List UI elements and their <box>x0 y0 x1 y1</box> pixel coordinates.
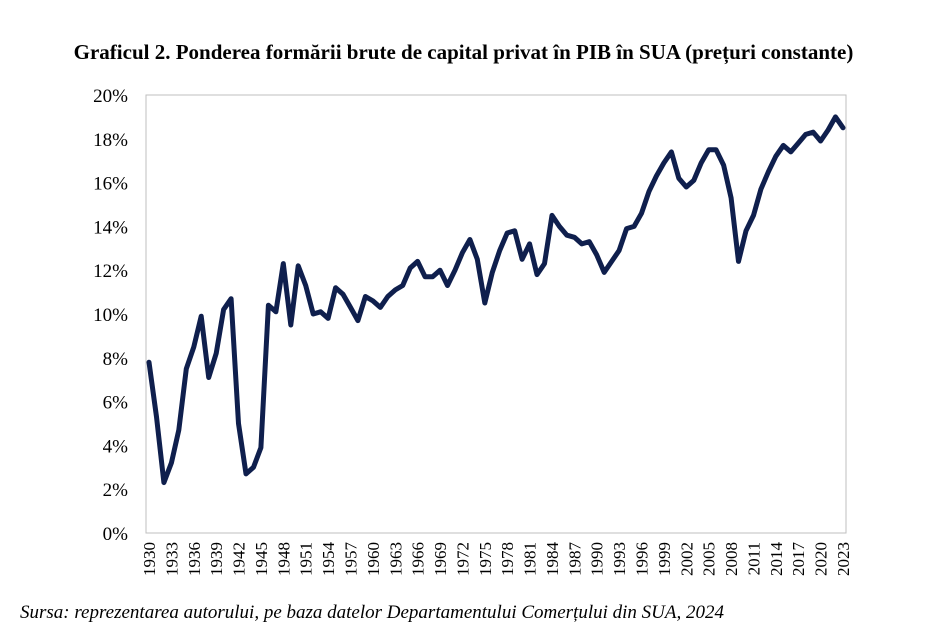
x-axis-tick-labels: 1930 1933 1936 1939 1942 1945 1948 1951 1954 1957… <box>140 542 853 577</box>
x-tick-label: 1930 <box>140 542 159 576</box>
x-tick-label: 1993 <box>610 542 629 576</box>
x-tick-label: 2008 <box>722 542 741 576</box>
series-line <box>146 114 846 486</box>
y-tick-label: 12% <box>93 261 128 282</box>
series-group <box>146 114 846 486</box>
x-tick-label: 1957 <box>341 542 360 577</box>
y-tick-label: 2% <box>103 480 129 501</box>
x-tick-label: 1996 <box>633 542 652 576</box>
x-tick-label: 2011 <box>744 542 763 575</box>
x-tick-label: 1966 <box>409 542 428 576</box>
y-tick-label: 20% <box>93 86 128 107</box>
x-tick-label: 2005 <box>700 542 719 576</box>
x-tick-label: 1948 <box>274 542 293 576</box>
x-tick-label: 1981 <box>521 542 540 576</box>
x-tick-label: 1942 <box>230 542 249 576</box>
x-tick-label: 1963 <box>386 542 405 576</box>
x-tick-label: 1978 <box>498 542 517 576</box>
plot-area-frame <box>145 94 847 534</box>
y-tick-label: 0% <box>103 524 129 545</box>
y-tick-label: 14% <box>93 217 128 238</box>
source-note: Sursa: reprezentarea autorului, pe baza … <box>20 602 725 623</box>
x-tick-label: 1969 <box>431 542 450 576</box>
x-tick-label: 1951 <box>297 542 316 576</box>
x-tick-label: 2014 <box>767 542 786 577</box>
y-tick-label: 18% <box>93 130 128 151</box>
x-tick-label: 1999 <box>655 542 674 576</box>
x-tick-label: 2002 <box>677 542 696 576</box>
y-tick-label: 10% <box>93 305 128 326</box>
x-tick-label: 1936 <box>185 542 204 576</box>
x-tick-label: 1987 <box>565 542 584 577</box>
line-chart: 0%2%4%6%8%10%12%14%16%18%20% 1930 1933 193… <box>93 86 853 577</box>
x-tick-label: 1960 <box>364 542 383 576</box>
x-tick-label: 1933 <box>162 542 181 576</box>
x-tick-label: 1972 <box>453 542 472 576</box>
x-tick-label: 2023 <box>834 542 853 576</box>
y-tick-label: 4% <box>103 436 129 457</box>
chart-title: Graficul 2. Ponderea formării brute de c… <box>73 40 854 64</box>
y-tick-label: 6% <box>103 393 129 414</box>
x-tick-label: 2017 <box>789 542 808 577</box>
x-tick-label: 2020 <box>812 542 831 576</box>
y-axis-tick-labels: 0% 2% 4% 6% 8% 10% 12% 14% 16% 18% 20% <box>93 86 128 545</box>
x-tick-label: 1939 <box>207 542 226 576</box>
x-tick-label: 1990 <box>588 542 607 576</box>
x-tick-label: 1984 <box>543 542 562 577</box>
x-tick-label: 1954 <box>319 542 338 577</box>
y-tick-label: 16% <box>93 174 128 195</box>
y-tick-label: 8% <box>103 349 129 370</box>
x-tick-label: 1945 <box>252 542 271 576</box>
x-tick-label: 1975 <box>476 542 495 576</box>
